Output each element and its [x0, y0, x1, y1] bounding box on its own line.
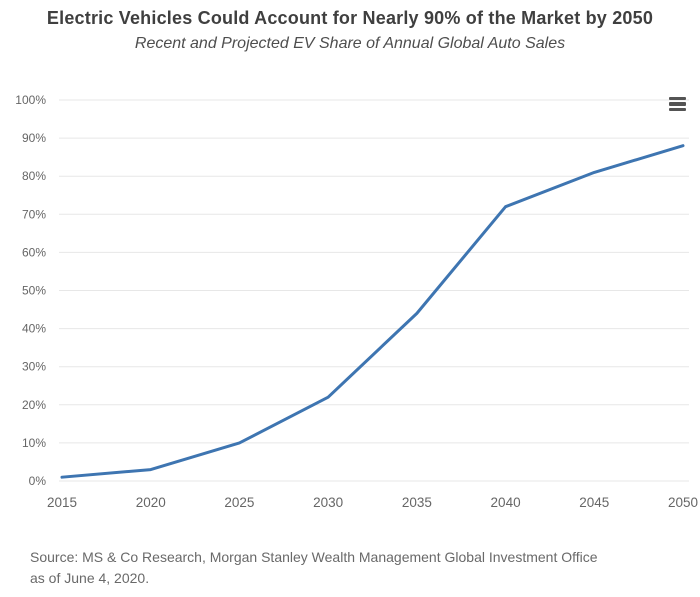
y-axis-tick-label: 80%	[22, 169, 46, 183]
ev-share-line-series[interactable]	[60, 144, 685, 479]
y-axis-tick-label: 70%	[22, 207, 46, 221]
x-axis-tick-label: 2045	[579, 495, 609, 510]
y-axis-tick-label: 20%	[22, 398, 46, 412]
y-axis-tick-label: 30%	[22, 360, 46, 374]
chart-subtitle: Recent and Projected EV Share of Annual …	[134, 35, 566, 52]
hamburger-icon	[669, 97, 686, 101]
y-axis-tick-label: 60%	[22, 245, 46, 259]
y-axis-tick-label: 90%	[22, 131, 46, 145]
y-axis-tick-label: 0%	[29, 474, 47, 488]
x-axis-tick-label: 2035	[402, 495, 432, 510]
y-axis-tick-label: 10%	[22, 436, 46, 450]
source-note: Source: MS & Co Research, Morgan Stanley…	[30, 547, 680, 589]
x-axis-tick-label: 2050	[668, 495, 698, 510]
source-line-1: Source: MS & Co Research, Morgan Stanley…	[30, 549, 598, 565]
hamburger-icon	[669, 107, 686, 111]
x-axis-tick-label: 2025	[224, 495, 254, 510]
x-axis-tick-label: 2015	[47, 495, 77, 510]
chart-title: Electric Vehicles Could Account for Near…	[46, 8, 654, 28]
y-axis-tick-label: 50%	[22, 284, 46, 298]
x-axis-tick-label: 2030	[313, 495, 343, 510]
x-axis-tick-label: 2020	[136, 495, 166, 510]
y-axis-tick-label: 100%	[15, 93, 46, 107]
chart-context-menu-button[interactable]	[666, 95, 688, 113]
y-axis-tick-label: 40%	[22, 322, 46, 336]
x-axis-tick-label: 2040	[491, 495, 521, 510]
hamburger-icon	[669, 102, 686, 106]
source-line-2: as of June 4, 2020.	[30, 570, 150, 586]
